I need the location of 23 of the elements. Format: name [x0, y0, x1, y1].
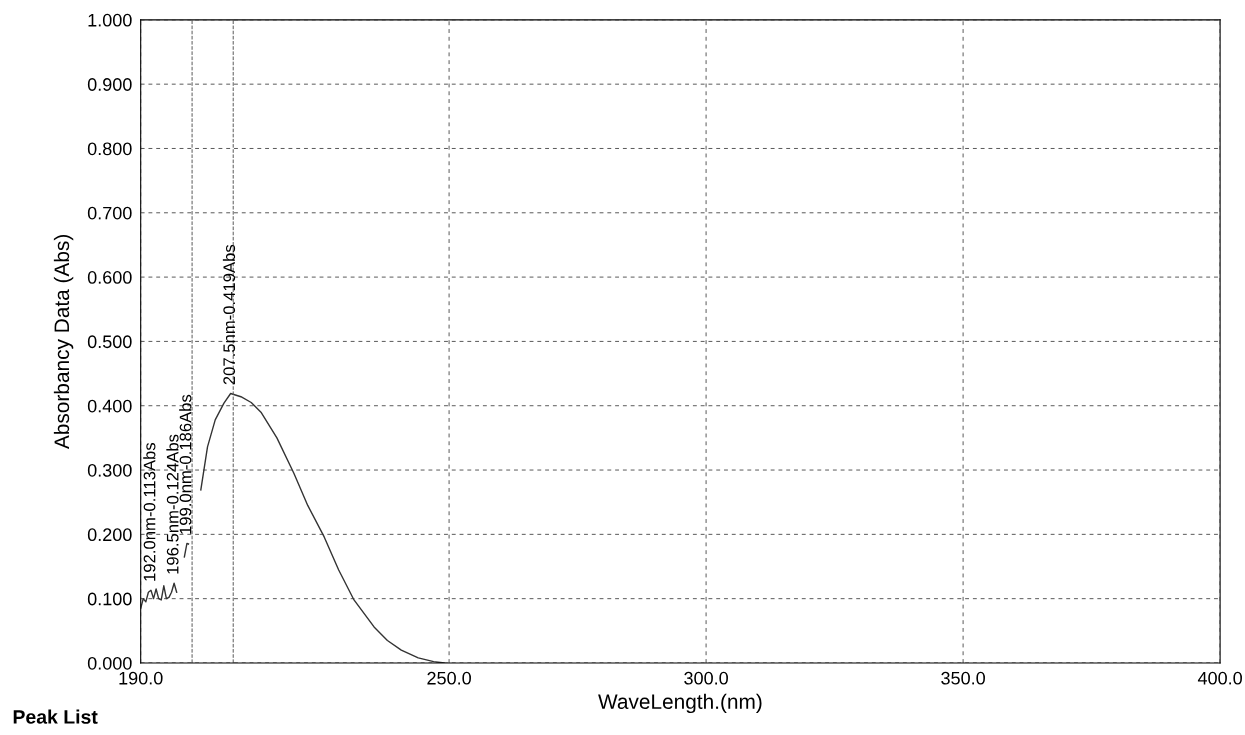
y-tick-label: 1.000: [88, 13, 132, 27]
x-tick-label: 250.0: [427, 671, 471, 685]
x-tick-label: 300.0: [684, 671, 728, 685]
y-tick-label: 0.100: [87, 592, 132, 606]
annotation: 199.0nm-0.186Abs: [179, 394, 192, 534]
y-tick-label: 0.200: [87, 528, 132, 542]
x-axis-title: WaveLength.(nm): [598, 693, 762, 714]
x-tick-label: 350.0: [941, 671, 985, 685]
text: Peak List: [13, 709, 98, 724]
y-tick-label: 0.700: [87, 206, 132, 220]
annotation: 207.5nm-0.419Abs: [222, 244, 236, 385]
annotation: 196.5nm-0.124Abs: [166, 434, 179, 574]
x-tick-label: 400.0: [1197, 671, 1242, 685]
x-tick-label: 190.0: [119, 671, 163, 685]
y-tick-label: 0.300: [87, 463, 132, 477]
y-tick-label: 0.800: [87, 142, 132, 156]
y-tick-label: 0.500: [87, 335, 132, 349]
y-axis-title: Absorbancy Data (Abs): [53, 235, 74, 450]
y-tick-label: 0.000: [87, 656, 132, 670]
y-tick-label: 0.400: [87, 399, 132, 413]
annotation: 192.0nm-0.113Abs: [143, 442, 156, 581]
y-tick-label: 0.600: [87, 271, 132, 284]
y-tick-label: 0.900: [87, 78, 132, 91]
